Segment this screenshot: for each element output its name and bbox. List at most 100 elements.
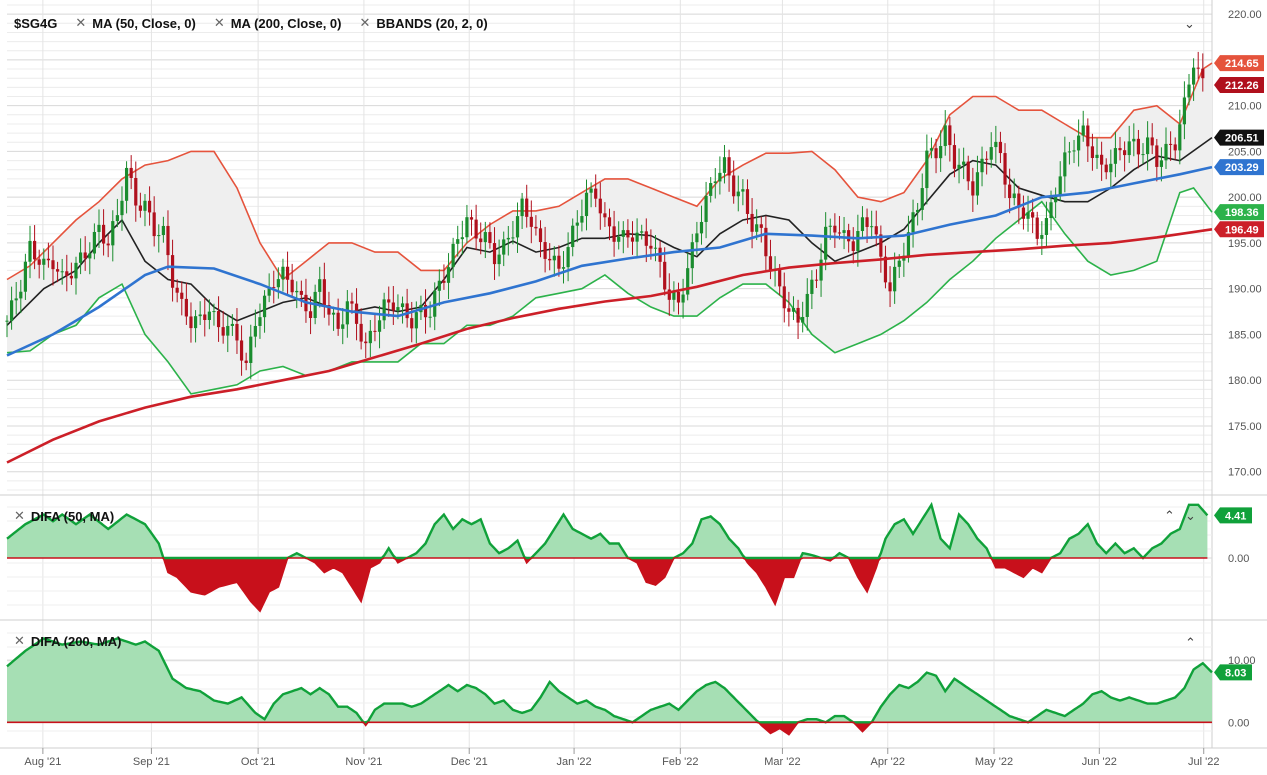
- candle-body: [124, 167, 129, 201]
- candle-body: [410, 318, 414, 329]
- candle-body: [249, 336, 253, 363]
- difa50-negative-area: [7, 558, 1208, 612]
- candle-body: [598, 198, 602, 214]
- y-tick-label: 210.00: [1228, 101, 1262, 113]
- candle-body: [1086, 125, 1090, 147]
- candle-body: [842, 230, 846, 233]
- candle-body: [686, 268, 690, 295]
- candle-body: [147, 200, 152, 213]
- candle-body: [805, 293, 809, 317]
- candle-body: [129, 167, 133, 178]
- candle-body: [437, 280, 441, 291]
- candle-body: [580, 216, 584, 223]
- ma200-line: [6, 228, 1213, 464]
- price-tag-label: 214.65: [1225, 58, 1259, 70]
- x-tick-label: Nov '21: [345, 756, 382, 768]
- candle-body: [299, 290, 303, 295]
- candle-body: [1196, 67, 1200, 69]
- candle-body: [428, 316, 432, 318]
- candle-body: [1187, 84, 1191, 98]
- candle-body: [488, 232, 492, 244]
- candle-body: [755, 224, 759, 232]
- x-tick-label: May '22: [975, 756, 1013, 768]
- close-icon[interactable]: ✕: [75, 15, 87, 30]
- x-tick-label: Mar '22: [764, 756, 800, 768]
- close-icon[interactable]: ✕: [359, 15, 371, 30]
- candle-body: [161, 225, 165, 236]
- close-icon[interactable]: ✕: [213, 15, 225, 30]
- x-tick-label: Apr '22: [870, 756, 905, 768]
- candle-body: [239, 340, 244, 361]
- chevron-up-icon[interactable]: ⌃: [1164, 508, 1175, 523]
- candle-body: [74, 262, 78, 279]
- candle-body: [732, 175, 736, 197]
- candle-body: [948, 125, 952, 146]
- candle-body: [810, 279, 814, 294]
- candle-body: [566, 247, 570, 268]
- symbol-label: $SG4G: [14, 15, 58, 31]
- candle-body: [520, 198, 524, 217]
- candle-body: [989, 147, 993, 160]
- candle-body: [635, 232, 639, 242]
- candle-body: [175, 287, 179, 293]
- difa200-label: DIFA (200, MA): [30, 633, 122, 649]
- candle-body: [336, 312, 340, 329]
- candle-body: [405, 303, 409, 319]
- candle-body: [170, 255, 175, 288]
- legend-bbands[interactable]: ✕ BBANDS (20, 2, 0): [360, 15, 488, 31]
- chevron-down-icon[interactable]: ⌄: [1185, 508, 1196, 523]
- candle-body: [1017, 193, 1021, 208]
- x-tick-label: Jan '22: [557, 756, 592, 768]
- chevron-up-icon[interactable]: ⌃: [1185, 635, 1196, 650]
- candle-body: [262, 295, 267, 318]
- candle-body: [865, 217, 869, 227]
- candle-body: [828, 225, 832, 227]
- candle-body: [1155, 145, 1159, 167]
- difa50-line: [6, 501, 1209, 560]
- candle-body: [1146, 137, 1150, 155]
- candle-body: [92, 231, 96, 254]
- candle-body: [511, 237, 515, 239]
- candle-body: [497, 254, 501, 265]
- candle-body: [911, 212, 915, 233]
- candle-body: [1072, 150, 1076, 152]
- candle-body: [584, 192, 589, 217]
- candle-body: [1040, 234, 1044, 239]
- difa50-legend[interactable]: ✕ DIFA (50, MA): [14, 508, 114, 524]
- value-tag: [1214, 664, 1252, 681]
- candle-body: [138, 205, 142, 211]
- y-tick-label: 175.00: [1228, 421, 1262, 433]
- candle-body: [331, 312, 336, 315]
- ma200-label: MA (200, Close, 0): [230, 15, 342, 31]
- candle-body: [787, 308, 791, 312]
- candle-body: [479, 238, 483, 243]
- candle-body: [676, 291, 681, 303]
- candle-body: [198, 314, 202, 317]
- close-icon[interactable]: ✕: [14, 633, 25, 648]
- candle-body: [1058, 176, 1062, 196]
- candle-body: [851, 241, 855, 251]
- candle-body: [354, 303, 359, 324]
- candle-body: [1063, 152, 1067, 177]
- candle-body: [893, 266, 897, 292]
- candle-body: [474, 219, 478, 239]
- legend-ma200[interactable]: ✕ MA (200, Close, 0): [214, 15, 342, 31]
- candle-body: [65, 271, 69, 276]
- close-icon[interactable]: ✕: [14, 508, 25, 523]
- candle-body: [1169, 143, 1173, 145]
- x-axis: Aug '21 Sep '21 Oct '21 Nov '21 Dec '21 Jan '…: [24, 748, 1219, 768]
- candle-body: [759, 224, 763, 228]
- value-tag: [1214, 507, 1252, 524]
- candle-body: [184, 298, 188, 317]
- x-tick-label: Jul '22: [1188, 756, 1219, 768]
- candle-body: [230, 323, 234, 326]
- candle-body: [506, 237, 510, 240]
- legend-ma50[interactable]: ✕ MA (50, Close, 0): [75, 15, 195, 31]
- difa200-legend[interactable]: ✕ DIFA (200, MA): [14, 633, 121, 649]
- candle-body: [699, 221, 704, 234]
- candle-body: [451, 243, 455, 268]
- chevron-down-icon[interactable]: ⌄: [1184, 16, 1195, 31]
- candle-body: [1141, 154, 1145, 156]
